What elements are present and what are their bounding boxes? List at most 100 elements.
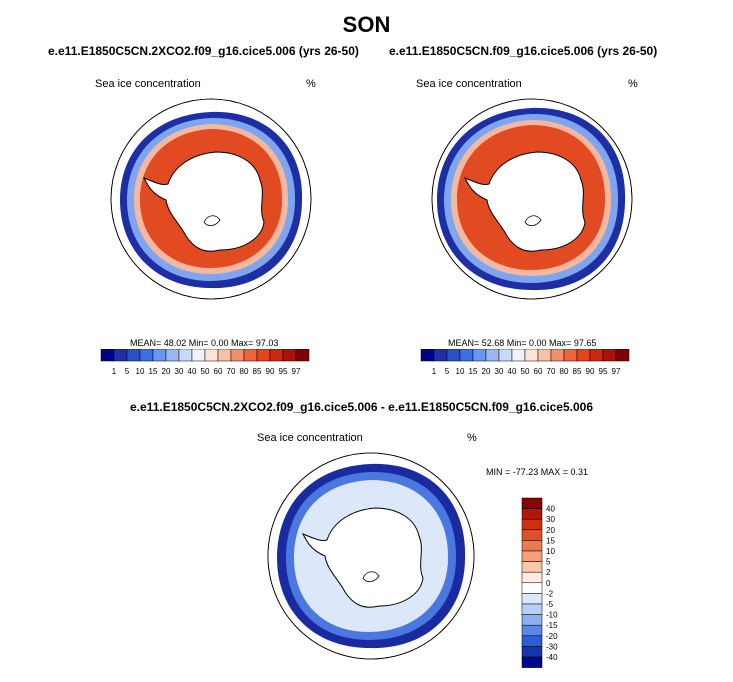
panel-1-polar-map bbox=[110, 98, 312, 300]
panel-2-variable-label: Sea ice concentration bbox=[416, 78, 522, 90]
colorbar-swatch bbox=[472, 349, 487, 362]
colorbar-swatch bbox=[521, 603, 543, 615]
colorbar-tick-label: 5 bbox=[445, 367, 450, 376]
colorbar-tick-label: 30 bbox=[495, 367, 504, 376]
colorbar-swatch bbox=[521, 550, 543, 562]
colorbar-swatch bbox=[282, 349, 297, 362]
colorbar-swatch bbox=[521, 635, 543, 647]
colorbar-swatch bbox=[537, 349, 552, 362]
diff-panel-variable-label: Sea ice concentration bbox=[257, 432, 363, 444]
colorbar-swatch bbox=[521, 540, 543, 552]
diff-panel-minmax: MIN = -77.23 MAX = 0.31 bbox=[486, 467, 589, 477]
colorbar-tick-label: 85 bbox=[253, 367, 262, 376]
colorbar-tick-label: -20 bbox=[546, 632, 558, 641]
colorbar-tick-label: 40 bbox=[188, 367, 197, 376]
colorbar-tick-label: 50 bbox=[201, 367, 210, 376]
colorbar-swatch bbox=[446, 349, 461, 362]
colorbar-tick-label: -2 bbox=[546, 589, 554, 598]
colorbar-tick-label: 70 bbox=[227, 367, 236, 376]
colorbar-swatch bbox=[139, 349, 154, 362]
colorbar-tick-label: 50 bbox=[521, 367, 530, 376]
panel-1-stats: MEAN= 48.02 Min= 0.00 Max= 97.03 bbox=[130, 338, 279, 348]
colorbar-swatch bbox=[576, 349, 591, 362]
panel-1-unit-label: % bbox=[306, 78, 316, 90]
colorbar-tick-label: 20 bbox=[546, 526, 555, 535]
panel-2-case-title: e.e11.E1850C5CN.f09_g16.cice5.006 (yrs 2… bbox=[389, 44, 658, 58]
colorbar-swatch bbox=[602, 349, 617, 362]
colorbar-tick-label: 0 bbox=[546, 579, 551, 588]
colorbar-swatch bbox=[269, 349, 284, 362]
colorbar-swatch bbox=[433, 349, 448, 362]
colorbar-tick-label: -5 bbox=[546, 600, 554, 609]
colorbar-swatch bbox=[521, 582, 543, 594]
panel-1-colorbar: 1 5 10 15 20 30 40 50 60 70 80 85 90 95 97 bbox=[100, 349, 310, 376]
panel-2-stats: MEAN= 52.68 Min= 0.00 Max= 97.65 bbox=[448, 338, 597, 348]
colorbar-tick-label: 15 bbox=[469, 367, 478, 376]
colorbar-tick-label: 20 bbox=[482, 367, 491, 376]
colorbar-tick-label: 97 bbox=[292, 367, 301, 376]
diff-panel-unit-label: % bbox=[467, 432, 477, 444]
colorbar-swatch bbox=[563, 349, 578, 362]
colorbar-swatch bbox=[521, 518, 543, 531]
colorbar-tick-label: 97 bbox=[612, 367, 621, 376]
colorbar-tick-label: 30 bbox=[546, 515, 555, 524]
colorbar-tick-label: 90 bbox=[586, 367, 595, 376]
colorbar-tick-label: 70 bbox=[547, 367, 556, 376]
colorbar-swatch bbox=[230, 349, 245, 362]
colorbar-swatch bbox=[100, 349, 115, 362]
colorbar-swatch bbox=[165, 349, 180, 362]
colorbar-tick-label: -10 bbox=[546, 611, 558, 620]
diff-panel-title: e.e11.E1850C5CN.2XCO2.f09_g16.cice5.006 … bbox=[130, 400, 593, 414]
colorbar-tick-label: -40 bbox=[546, 653, 558, 662]
panel-2-unit-label: % bbox=[628, 78, 638, 90]
colorbar-swatch bbox=[113, 349, 128, 362]
colorbar-swatch bbox=[521, 497, 543, 509]
colorbar-tick-label: 95 bbox=[279, 367, 288, 376]
colorbar-tick-label: 5 bbox=[546, 558, 551, 567]
colorbar-swatch bbox=[191, 349, 206, 362]
colorbar-tick-label: 15 bbox=[149, 367, 158, 376]
colorbar-tick-label: -15 bbox=[546, 621, 558, 630]
colorbar-tick-label: -30 bbox=[546, 642, 558, 651]
colorbar-tick-label: 95 bbox=[599, 367, 608, 376]
colorbar-swatch bbox=[615, 349, 630, 362]
colorbar-swatch bbox=[550, 349, 565, 362]
colorbar-tick-label: 60 bbox=[214, 367, 223, 376]
colorbar-swatch bbox=[178, 349, 193, 362]
colorbar-swatch bbox=[498, 349, 513, 362]
colorbar-swatch bbox=[521, 529, 543, 541]
colorbar-tick-label: 10 bbox=[546, 547, 555, 556]
colorbar-tick-label: 5 bbox=[125, 367, 130, 376]
colorbar-tick-label: 40 bbox=[508, 367, 517, 376]
colorbar-swatch bbox=[295, 349, 310, 362]
colorbar-tick-label: 85 bbox=[573, 367, 582, 376]
colorbar-swatch bbox=[521, 656, 543, 668]
colorbar-tick-label: 20 bbox=[162, 367, 171, 376]
diff-panel-polar-map bbox=[267, 452, 475, 660]
colorbar-swatch bbox=[521, 624, 543, 637]
colorbar-swatch bbox=[521, 571, 543, 584]
colorbar-swatch bbox=[126, 349, 141, 362]
colorbar-tick-label: 10 bbox=[136, 367, 145, 376]
colorbar-tick-label: 60 bbox=[534, 367, 543, 376]
colorbar-swatch bbox=[256, 349, 271, 362]
colorbar-swatch bbox=[217, 349, 232, 362]
colorbar-tick-label: 80 bbox=[240, 367, 249, 376]
colorbar-swatch bbox=[152, 349, 167, 362]
colorbar-swatch bbox=[459, 349, 474, 362]
colorbar-swatch bbox=[589, 349, 604, 362]
colorbar-swatch bbox=[521, 646, 543, 658]
colorbar-swatch bbox=[485, 349, 500, 362]
colorbar-tick-label: 80 bbox=[560, 367, 569, 376]
colorbar-swatch bbox=[521, 614, 543, 626]
panel-1-variable-label: Sea ice concentration bbox=[95, 78, 201, 90]
panel-1-case-title: e.e11.E1850C5CN.2XCO2.f09_g16.cice5.006 … bbox=[48, 44, 359, 58]
colorbar-tick-label: 30 bbox=[175, 367, 184, 376]
colorbar-tick-label: 40 bbox=[546, 505, 555, 514]
colorbar-swatch bbox=[511, 349, 526, 362]
colorbar-tick-label: 1 bbox=[112, 367, 117, 376]
colorbar-tick-label: 1 bbox=[432, 367, 437, 376]
main-title: SON bbox=[342, 12, 391, 37]
colorbar-swatch bbox=[243, 349, 258, 362]
